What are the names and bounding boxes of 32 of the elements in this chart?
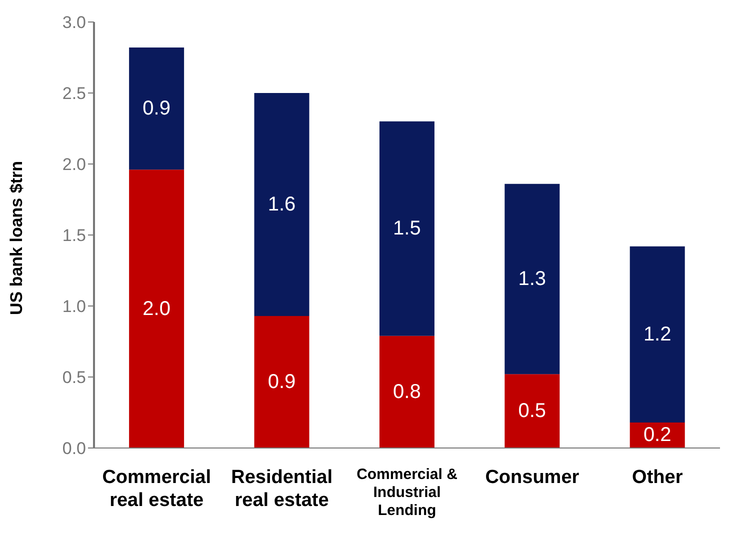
x-tick-label: Residential real estate [231,467,332,511]
y-tick-label: 1.5 [62,226,86,246]
x-tick-label: Consumer [485,467,580,488]
data-label: 2.0 [142,298,170,320]
data-label: 0.9 [268,370,296,393]
bar [129,170,184,448]
bar [129,48,184,170]
data-label: 0.9 [142,98,170,120]
y-tick-label: 2.5 [62,84,86,104]
bar [254,316,310,448]
y-tick-label: 2.0 [62,155,86,174]
bar [504,374,560,448]
y-tick-label: 0.0 [62,439,86,458]
data-label: 1.6 [268,193,296,216]
y-tick-label: 0.5 [62,368,86,388]
data-label: 1.2 [643,323,672,346]
bar [630,246,685,422]
bar [254,93,310,316]
x-tick-label: Commercial real estate [102,467,211,511]
bar [379,121,434,336]
y-tick-label: 3.0 [62,13,86,32]
y-axis-title: US bank loans $trn [7,161,26,315]
x-tick-label: Other [632,467,684,488]
data-label: 0.5 [518,400,546,422]
bar [504,184,560,374]
bar [379,336,434,448]
data-label: 1.3 [518,268,546,290]
x-tick-label: Commercial & Industrial Lending [356,466,458,519]
data-label: 0.2 [643,424,672,446]
y-tick-label: 1.0 [62,297,86,316]
data-label: 1.5 [393,218,421,240]
data-label: 0.8 [393,380,421,403]
